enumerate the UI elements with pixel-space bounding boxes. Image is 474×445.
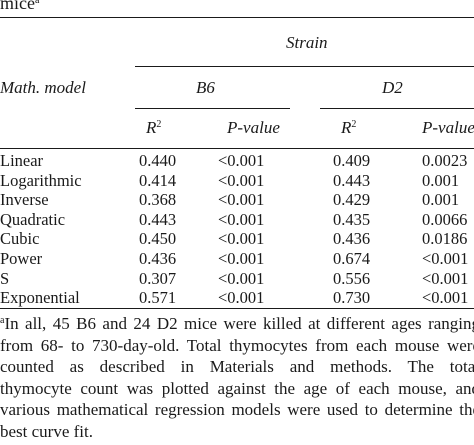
table-row: Exponential 0.571 <0.001 0.730 <0.001 (0, 289, 474, 307)
d2-r2-cell: 0.436 (333, 229, 371, 249)
footnote-line: best curve fit. (0, 421, 93, 441)
table-top-rule (0, 17, 474, 18)
model-name-cell: Exponential (0, 288, 80, 308)
d2-r2-header: R2 (341, 118, 357, 137)
table-row: Inverse 0.368 <0.001 0.429 0.001 (0, 191, 474, 209)
table-row: Linear 0.440 <0.001 0.409 0.0023 (0, 152, 474, 170)
footnote-marker: a (0, 315, 5, 326)
b6-r2-cell: 0.450 (139, 229, 177, 249)
d2-pvalue-cell: 0.001 (422, 170, 460, 190)
strain-group-header: Strain (286, 33, 328, 52)
b6-r2-cell: 0.307 (139, 268, 177, 288)
b6-pvalue-cell: <0.001 (218, 170, 265, 190)
b6-pvalue-cell: <0.001 (218, 190, 265, 210)
b6-pvalue-cell: <0.001 (218, 229, 265, 249)
table-row: Cubic 0.450 <0.001 0.436 0.0186 (0, 230, 474, 248)
d2-pvalue-cell: <0.001 (422, 249, 469, 268)
table-bottom-rule (0, 308, 474, 309)
table-caption-tail: micea (0, 0, 39, 13)
model-name-cell: Quadratic (0, 209, 66, 229)
footnote-line: aIn all, 45 B6 and 24 D2 mice were kille… (0, 314, 474, 333)
b6-pvalue-header: P-value (227, 118, 280, 137)
b6-pvalue-cell: <0.001 (218, 209, 265, 229)
b6-pvalue-cell: <0.001 (218, 288, 265, 308)
b6-r2-cell: 0.436 (139, 249, 177, 268)
table-row: Logarithmic 0.414 <0.001 0.443 0.001 (0, 170, 474, 190)
caption-footnote-marker: a (34, 0, 40, 6)
d2-pvalue-cell: 0.0186 (422, 229, 468, 249)
footnote-line: various mathematical regression models w… (0, 400, 474, 420)
model-name-cell: Linear (0, 151, 44, 170)
d2-r2-cell: 0.674 (333, 249, 371, 268)
b6-header-rule (135, 108, 290, 109)
strain-header-rule (135, 66, 474, 67)
table-footnote: aIn all, 45 B6 and 24 D2 mice were kille… (0, 313, 474, 443)
b6-pvalue-cell: <0.001 (218, 249, 265, 268)
d2-r2-cell: 0.556 (333, 268, 371, 288)
model-name-cell: S (0, 268, 10, 288)
b6-r2-cell: 0.414 (139, 170, 177, 190)
d2-pvalue-cell: 0.001 (422, 190, 460, 210)
b6-r2-cell: 0.443 (139, 209, 177, 229)
b6-r2-cell: 0.440 (139, 151, 177, 170)
d2-pvalue-cell: 0.0066 (422, 209, 468, 229)
model-name-cell: Inverse (0, 190, 49, 210)
d2-pvalue-cell: <0.001 (422, 268, 469, 288)
b6-r2-cell: 0.571 (139, 288, 177, 308)
d2-pvalue-cell: 0.0023 (422, 151, 468, 170)
d2-r2-cell: 0.409 (333, 151, 371, 170)
d2-r2-cell: 0.429 (333, 190, 371, 210)
b6-pvalue-cell: <0.001 (218, 268, 265, 288)
footnote-line: from 68- to 730-day-old. Total thymocyte… (0, 335, 474, 355)
model-name-cell: Cubic (0, 229, 40, 249)
header-bottom-rule (0, 148, 474, 149)
d2-r2-cell: 0.730 (333, 288, 371, 308)
b6-r2-cell: 0.368 (139, 190, 177, 210)
d2-pvalue-header: P-value (422, 118, 474, 137)
footnote-line: counted as described in Materials and me… (0, 357, 474, 377)
d2-r2-cell: 0.443 (333, 170, 371, 190)
caption-text: mice (0, 0, 35, 13)
table-row: Quadratic 0.443 <0.001 0.435 0.0066 (0, 209, 474, 229)
strain-b6-header: B6 (196, 78, 215, 97)
b6-r2-header: R2 (146, 118, 162, 137)
strain-d2-header: D2 (382, 78, 403, 97)
model-name-cell: Logarithmic (0, 170, 82, 190)
footnote-line: thymocyte count was plotted against the … (0, 378, 474, 398)
model-name-cell: Power (0, 249, 43, 268)
math-model-header: Math. model (0, 78, 86, 97)
d2-pvalue-cell: <0.001 (422, 288, 469, 308)
b6-pvalue-cell: <0.001 (218, 151, 265, 170)
table-row: S 0.307 <0.001 0.556 <0.001 (0, 268, 474, 288)
d2-header-rule (320, 108, 474, 109)
d2-r2-cell: 0.435 (333, 209, 371, 229)
table-row: Power 0.436 <0.001 0.674 <0.001 (0, 250, 474, 268)
